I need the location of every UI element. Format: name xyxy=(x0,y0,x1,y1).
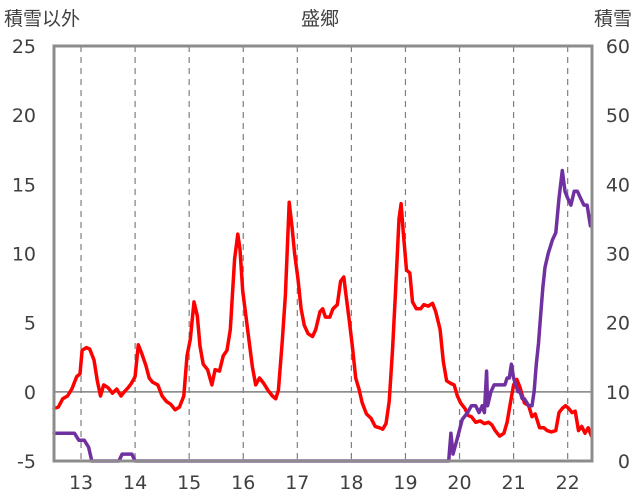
x-tick-label: 15 xyxy=(177,472,201,494)
left-axis-ticks: -5 0 5 10 15 20 25 xyxy=(12,36,36,473)
right-tick-label: 50 xyxy=(606,105,630,127)
right-axis-label: 積雪 xyxy=(594,8,632,30)
left-tick-label: -5 xyxy=(17,451,36,473)
left-tick-label: 5 xyxy=(24,313,36,335)
left-axis-label: 積雪以外 xyxy=(4,8,80,30)
left-tick-label: 0 xyxy=(24,382,36,404)
right-tick-label: 0 xyxy=(618,451,630,473)
right-tick-label: 30 xyxy=(606,244,630,266)
gridlines xyxy=(54,46,592,461)
chart-title: 盛郷 xyxy=(301,8,339,30)
right-tick-label: 60 xyxy=(606,36,630,58)
right-tick-label: 20 xyxy=(606,313,630,335)
plot-frame xyxy=(52,44,594,463)
right-axis-ticks: 0 10 20 30 40 50 60 xyxy=(606,36,630,473)
left-tick-label: 25 xyxy=(12,36,36,58)
left-tick-label: 10 xyxy=(12,244,36,266)
x-tick-label: 17 xyxy=(285,472,309,494)
x-tick-label: 22 xyxy=(556,472,580,494)
left-tick-label: 20 xyxy=(12,105,36,127)
right-tick-label: 40 xyxy=(606,174,630,196)
x-tick-label: 19 xyxy=(393,472,417,494)
right-tick-label: 10 xyxy=(606,382,630,404)
x-tick-label: 16 xyxy=(231,472,255,494)
series-line-snow xyxy=(52,168,593,463)
x-tick-label: 13 xyxy=(69,472,93,494)
x-tick-label: 18 xyxy=(339,472,363,494)
x-tick-label: 21 xyxy=(502,472,526,494)
x-tick-label: 20 xyxy=(447,472,471,494)
x-axis-ticks: 13 14 15 16 17 18 19 20 21 22 xyxy=(69,472,580,494)
series-line-other xyxy=(52,200,594,438)
x-tick-label: 14 xyxy=(123,472,147,494)
left-tick-label: 15 xyxy=(12,174,36,196)
